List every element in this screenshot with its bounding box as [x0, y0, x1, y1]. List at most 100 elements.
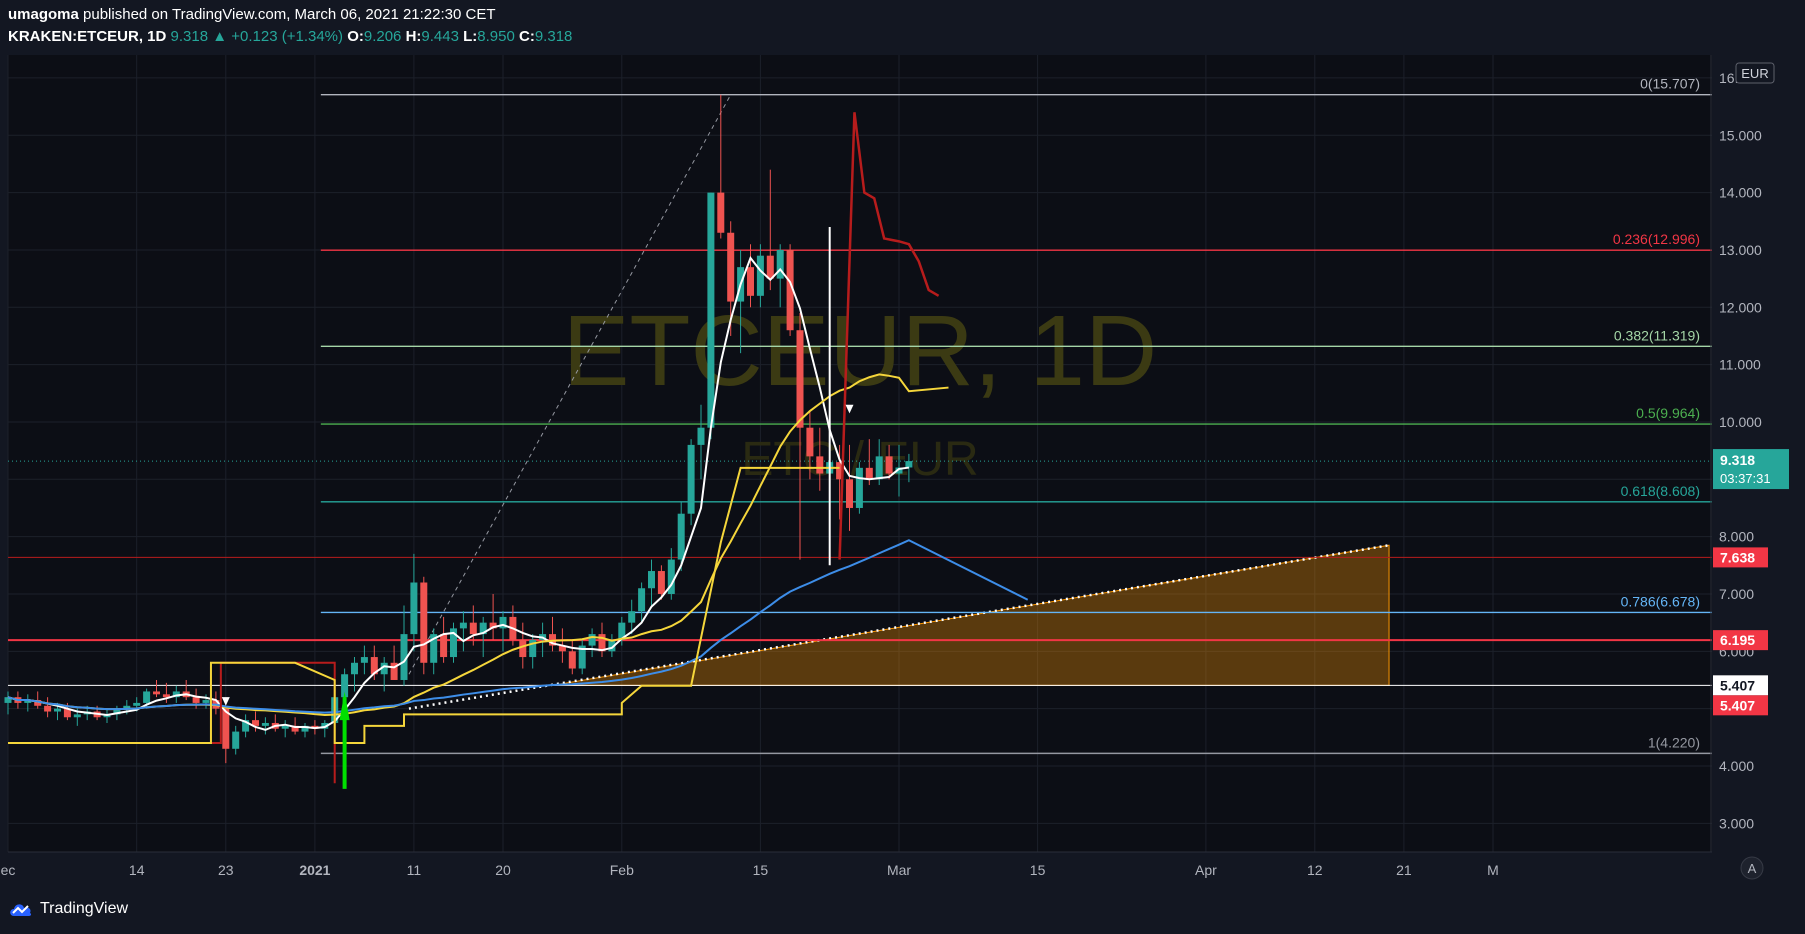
- time-tick-label: 2021: [299, 862, 330, 878]
- candle-body: [459, 622, 467, 629]
- candle-body: [598, 634, 606, 652]
- candle-body: [717, 192, 725, 233]
- time-tick-label: Feb: [610, 862, 634, 878]
- time-tick-label: 14: [129, 862, 145, 878]
- level-tag-bg: [1713, 695, 1768, 716]
- candle-body: [469, 622, 477, 635]
- candle-body: [44, 705, 52, 712]
- time-tick-label: 15: [753, 862, 769, 878]
- candle-body: [648, 571, 655, 589]
- grid-lines: [7, 55, 1712, 852]
- footer: [0, 893, 1805, 934]
- low-value: 8.950: [477, 28, 515, 45]
- level-tag-bg: [1713, 630, 1768, 651]
- tradingview-logo[interactable]: TradingView: [8, 900, 128, 918]
- candle-body: [618, 622, 626, 640]
- currency-badge[interactable]: [1735, 62, 1775, 84]
- cloud-icon: [10, 904, 32, 916]
- price-change: +0.123 (+1.34%): [231, 28, 344, 45]
- symbol-name[interactable]: KRAKEN:ETCEUR, 1D: [8, 28, 167, 45]
- open-label: O:: [347, 28, 364, 45]
- price-tags: 7.638 6.195 5.407 5.407 9.318 03:37:31: [1713, 449, 1789, 716]
- time-tick-label: 12: [1307, 862, 1323, 878]
- level-tag-bg: [1713, 547, 1768, 568]
- candle-body: [63, 708, 71, 718]
- candle-body: [677, 513, 685, 560]
- candle-body: [687, 444, 695, 514]
- time-tick-label: ec: [1, 862, 16, 878]
- candle-body: [440, 634, 448, 658]
- time-axis[interactable]: [8, 852, 1712, 893]
- candle-body: [341, 674, 349, 698]
- fib-level-label: 0.5(9.964): [1636, 405, 1700, 421]
- fib-level-label: 0.236(12.996): [1613, 231, 1700, 247]
- candle-body: [410, 582, 418, 635]
- price-tick-label: 7.000: [1719, 586, 1754, 602]
- high-label: H:: [405, 28, 422, 45]
- price-chart[interactable]: ETCEUR, 1D ETC / EUR 0(15.707)0.236(12.9…: [0, 55, 1805, 893]
- time-tick-label: 21: [1396, 862, 1412, 878]
- candle-body: [192, 697, 200, 703]
- candle-body: [796, 330, 804, 428]
- candle-body: [697, 427, 705, 445]
- price-tick-label: 14.000: [1719, 185, 1762, 201]
- chart-header: umagoma published on TradingView.com, Ma…: [0, 0, 1805, 55]
- candle-body: [855, 467, 863, 508]
- currency-label: EUR: [1741, 66, 1768, 81]
- candle-body: [865, 467, 873, 480]
- candle-body: [568, 651, 576, 669]
- auto-scale-icon: A: [1748, 861, 1757, 876]
- candle-body: [291, 725, 299, 732]
- fibonacci-retracement[interactable]: 0(15.707) 0.236(12.996) 0.382(11.319) 0.5(9…: [320, 76, 1712, 755]
- chart-drawings: [8, 94, 1712, 710]
- candle-body: [242, 720, 250, 732]
- publish-line: umagoma published on TradingView.com, Ma…: [8, 6, 496, 23]
- last-price: 9.318: [170, 28, 209, 45]
- candle-body: [54, 708, 61, 712]
- auto-scale-button[interactable]: [1740, 856, 1764, 880]
- candle-body: [638, 588, 646, 612]
- author-name[interactable]: umagoma: [8, 6, 79, 23]
- stop-line-yellow: [8, 466, 840, 745]
- fib-level-label: 1(4.220): [1648, 734, 1700, 750]
- candle-body: [766, 255, 774, 279]
- fib-level-label: 0.786(6.678): [1621, 593, 1700, 609]
- high-value: 9.443: [421, 28, 459, 45]
- candle-body: [202, 700, 210, 703]
- candle-body: [707, 192, 715, 428]
- last-price-tag-value: 9.318: [1720, 452, 1755, 468]
- support-trendline: [408, 544, 1390, 710]
- price-tick-label: 15.000: [1719, 127, 1762, 143]
- fib-level-label: 0(15.707): [1640, 76, 1700, 92]
- trailing-stop-red: [838, 112, 940, 560]
- sell-marker-icon: [221, 697, 230, 706]
- candle-body: [390, 662, 398, 680]
- candle-body: [4, 697, 12, 703]
- price-tick-label: 10.000: [1719, 414, 1762, 430]
- candle-body: [479, 622, 487, 635]
- candle-body: [400, 634, 408, 680]
- fib-level-label: 0.382(11.319): [1614, 327, 1700, 343]
- chart-area[interactable]: ETCEUR, 1D ETC / EUR 0(15.707) 0.236(12.9…: [0, 55, 1805, 915]
- candle-body: [519, 639, 527, 658]
- price-tick-label: 12.000: [1719, 299, 1762, 315]
- candle-body: [657, 571, 665, 594]
- candle-body: [747, 267, 754, 296]
- level-tag-bg: [1713, 675, 1768, 696]
- candle-body: [360, 657, 368, 663]
- candle-body: [558, 645, 566, 652]
- candle-body: [153, 691, 160, 695]
- candle-body: [162, 694, 170, 698]
- time-axis-ticks: ec 14 23 2021 11 20 Feb 15 Mar 15 Apr 12 21 M: [1, 862, 1499, 878]
- open-value: 9.206: [363, 28, 402, 45]
- candle-body: [578, 645, 586, 669]
- candle-body: [73, 714, 81, 718]
- indicator-overlays: [7, 112, 1029, 789]
- candle-body: [222, 708, 230, 749]
- candle-body: [776, 249, 784, 279]
- ma-long-line: [7, 539, 1029, 714]
- time-tick-label: M: [1487, 862, 1499, 878]
- candle-body: [281, 725, 289, 729]
- fib-level-label: 0.618(8.608): [1621, 483, 1700, 499]
- candle-body: [24, 700, 32, 703]
